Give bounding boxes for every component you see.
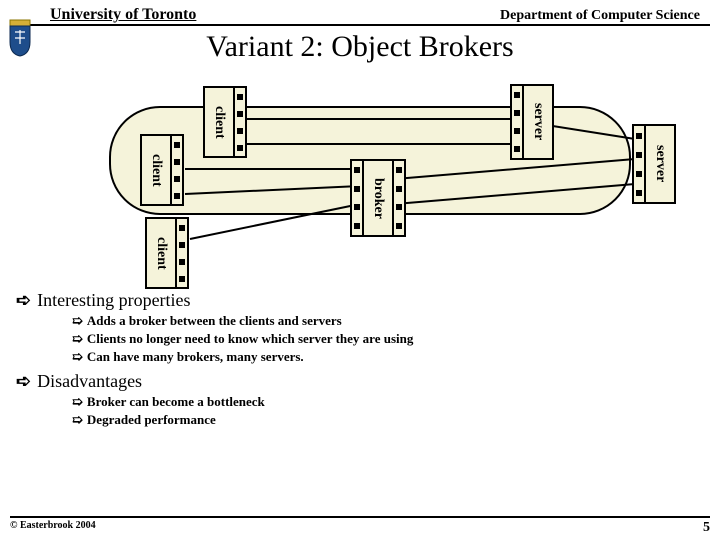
page-number: 5: [703, 520, 710, 536]
node-label: server: [528, 99, 548, 144]
bullet-item: ➯Clients no longer need to know which se…: [72, 331, 704, 347]
node-label: client: [146, 150, 166, 191]
copyright: © Easterbrook 2004: [10, 520, 96, 536]
diagram: client client client broker server server: [10, 64, 710, 284]
node-label: server: [650, 141, 670, 186]
slide-title: Variant 2: Object Brokers: [0, 30, 720, 64]
crest-icon: [6, 18, 34, 63]
node-client3: client: [145, 217, 189, 289]
node-client1: client: [203, 86, 247, 158]
node-client2: client: [140, 134, 184, 206]
university-name: University of Toronto: [50, 6, 196, 24]
node-label: broker: [368, 174, 388, 223]
content: ➪Interesting properties ➯Adds a broker be…: [16, 290, 704, 428]
node-server1: server: [510, 84, 554, 160]
department-name: Department of Computer Science: [500, 8, 700, 24]
footer: © Easterbrook 2004 5: [10, 516, 710, 536]
bullet-item: ➯Degraded performance: [72, 412, 704, 428]
header: University of Toronto Department of Comp…: [10, 0, 710, 26]
node-server2: server: [632, 124, 676, 204]
node-broker: broker: [350, 159, 406, 237]
node-label: client: [209, 102, 229, 143]
section-heading: ➪Interesting properties: [16, 290, 704, 311]
bullet-item: ➯Can have many brokers, many servers.: [72, 349, 704, 365]
bullet-item: ➯Broker can become a bottleneck: [72, 394, 704, 410]
node-label: client: [151, 233, 171, 274]
section-heading: ➪Disadvantages: [16, 371, 704, 392]
bullet-item: ➯Adds a broker between the clients and s…: [72, 313, 704, 329]
